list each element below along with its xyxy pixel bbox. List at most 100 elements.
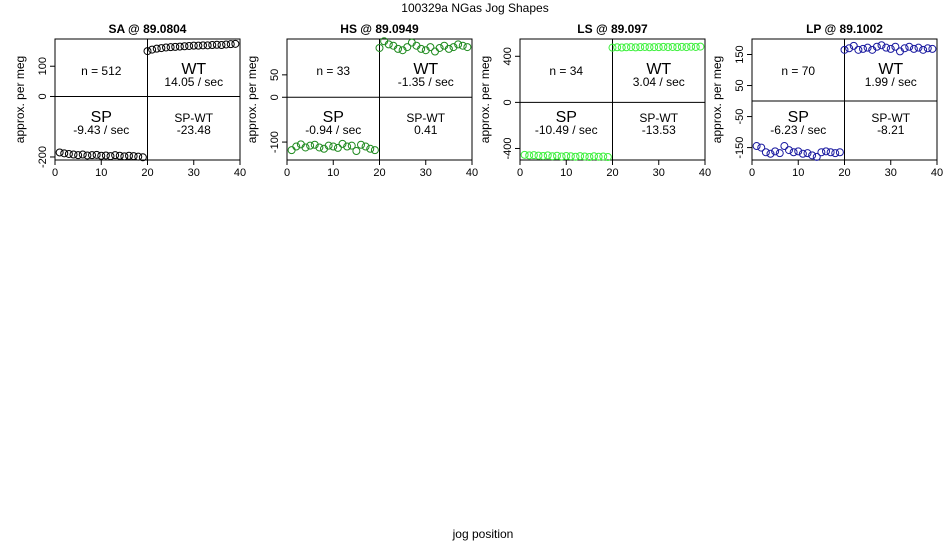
data-point [463, 43, 472, 52]
data-point [664, 43, 672, 52]
data-point [771, 147, 780, 156]
data-point [687, 42, 696, 51]
y-tick-label: 50 [269, 69, 281, 81]
wt-label: WT [181, 61, 206, 78]
figure-xlabel: jog position [452, 527, 514, 541]
spwt-value-label: -8.21 [877, 123, 905, 137]
data-point [645, 43, 654, 52]
data-point [347, 141, 356, 150]
data-point [217, 41, 226, 50]
data-point [435, 43, 444, 52]
y-tick-label: 400 [502, 47, 514, 65]
x-tick-label: 10 [327, 167, 339, 179]
x-tick-label: 20 [373, 167, 385, 179]
data-point [333, 143, 342, 152]
panel-title: LP @ 89.1002 [806, 22, 883, 36]
data-point [343, 142, 352, 151]
spwt-label: SP-WT [406, 111, 445, 125]
data-point [789, 148, 798, 157]
data-point [226, 40, 235, 49]
data-point [891, 42, 900, 51]
x-tick-label: 40 [234, 167, 246, 179]
data-point [97, 151, 106, 160]
data-point [622, 43, 631, 52]
panel-title: LS @ 89.097 [577, 22, 648, 36]
data-point [627, 43, 635, 52]
data-point [877, 41, 886, 50]
data-point [454, 40, 463, 49]
data-point [431, 47, 439, 56]
x-tick-label: 20 [606, 167, 618, 179]
data-point [928, 44, 937, 53]
x-tick-label: 40 [466, 167, 478, 179]
data-point [185, 41, 194, 50]
data-point [157, 44, 166, 53]
data-point [631, 43, 640, 52]
data-point [306, 141, 315, 150]
data-point [357, 140, 365, 149]
y-tick-label: 0 [502, 99, 514, 105]
data-point [120, 152, 129, 161]
wt-label: WT [646, 61, 671, 78]
data-point [199, 41, 207, 50]
data-point [562, 151, 571, 160]
data-point [636, 43, 645, 52]
data-point [835, 148, 844, 157]
chart-panel: HS @ 89.0949 0 10 20 30 40 -100 0 50 approx. per … [245, 22, 478, 179]
data-point [370, 146, 379, 155]
data-point [148, 45, 157, 54]
data-point [55, 148, 64, 157]
data-point [775, 149, 784, 158]
data-point [548, 152, 557, 161]
data-point [854, 45, 863, 54]
y-tick-label: 0 [269, 94, 281, 100]
count-label: n = 70 [781, 64, 815, 78]
data-point [576, 152, 585, 161]
chart-panel: LP @ 89.1002 0 10 20 30 40 -150 -50 50 150 approx.… [710, 22, 943, 179]
data-point [152, 44, 161, 53]
data-point [859, 44, 867, 53]
data-point [162, 43, 170, 52]
data-point [872, 42, 881, 51]
x-tick-label: 20 [141, 167, 153, 179]
data-point [553, 151, 561, 160]
data-point [817, 148, 826, 157]
data-point [882, 43, 891, 52]
data-point [88, 151, 96, 160]
data-point [613, 43, 622, 52]
x-tick-label: 0 [517, 167, 523, 179]
y-tick-label: 0 [37, 93, 49, 99]
data-point [761, 148, 770, 157]
data-point [101, 151, 110, 160]
data-point [315, 143, 324, 152]
data-point [212, 40, 221, 49]
y-tick-label: -400 [502, 137, 514, 159]
data-point [812, 152, 821, 161]
data-point [650, 43, 659, 52]
data-point [668, 42, 677, 51]
y-tick-label: -200 [37, 146, 49, 168]
data-point [543, 151, 552, 160]
data-point [366, 144, 375, 153]
spwt-label: SP-WT [871, 111, 910, 125]
data-point [794, 147, 803, 156]
data-point [900, 44, 909, 53]
sp-label: SP [788, 109, 809, 126]
data-point [74, 151, 83, 160]
sp-rate-label: -10.49 / sec [535, 123, 598, 137]
x-tick-label: 10 [792, 167, 804, 179]
data-point [106, 152, 115, 161]
figure-title: 100329a NGas Jog Shapes [401, 1, 548, 15]
data-point [171, 42, 180, 51]
data-point [449, 43, 458, 52]
data-point [914, 43, 923, 52]
data-point [287, 146, 296, 155]
data-point [520, 150, 529, 159]
y-axis-label: approx. per meg [245, 56, 259, 143]
data-point [803, 149, 812, 158]
data-point [69, 150, 78, 159]
wt-rate-label: 1.99 / sec [865, 75, 917, 89]
data-point [394, 44, 402, 53]
data-point [599, 152, 608, 161]
